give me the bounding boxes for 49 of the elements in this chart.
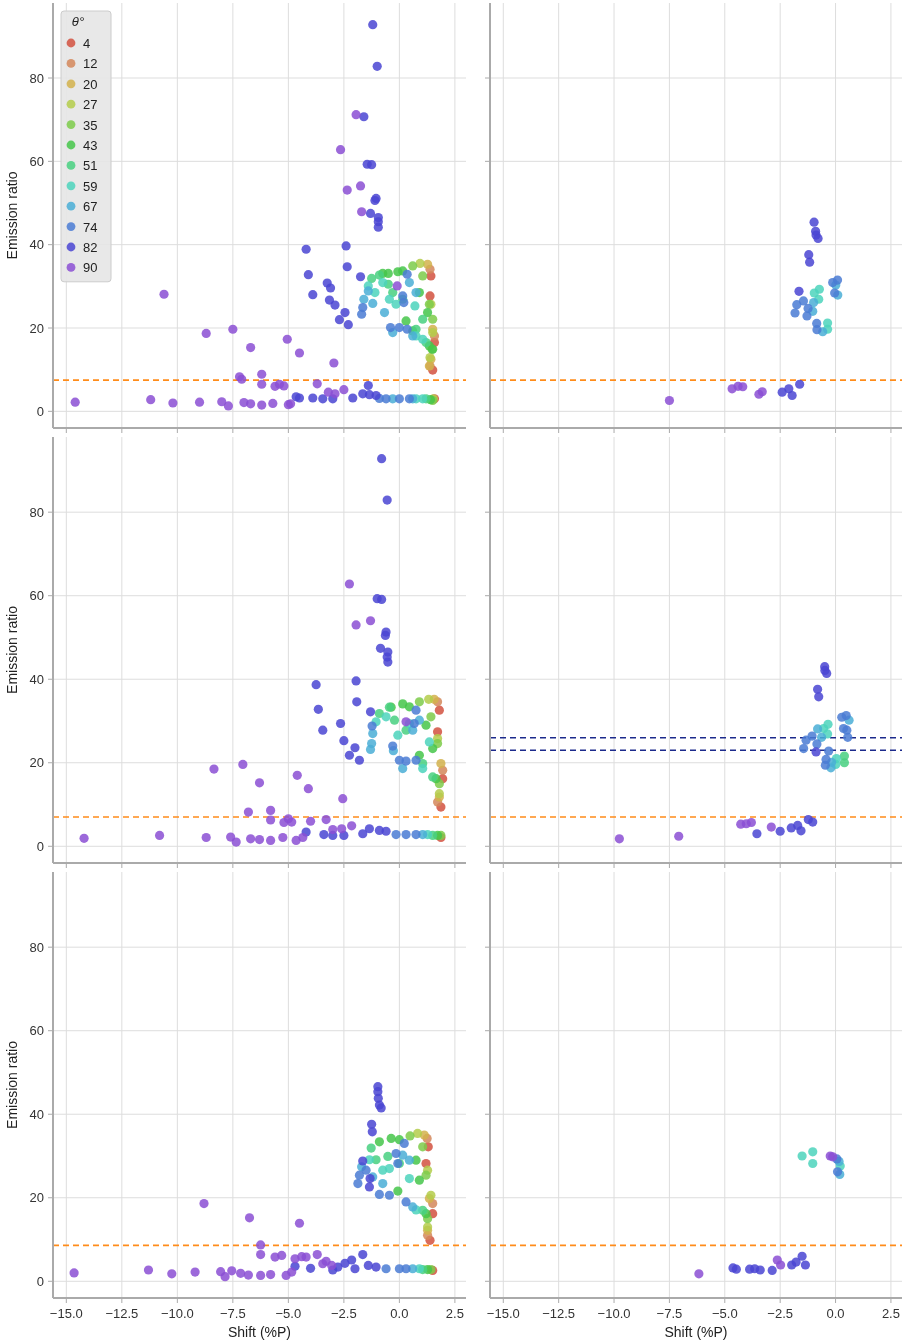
y-tick-label: 0 (36, 1273, 44, 1289)
legend-label: 51 (83, 158, 98, 174)
x-axis-title: Shift (%P) (227, 1324, 292, 1340)
legend-label: 43 (83, 138, 98, 153)
x-tick-label: −7.5 (220, 1306, 246, 1321)
legend-label: 20 (83, 76, 98, 92)
y-tick-label: 20 (29, 755, 44, 771)
y-tick-label: 60 (29, 588, 44, 604)
x-tick-label: 0.0 (390, 1306, 409, 1321)
y-tick-label: 20 (29, 320, 44, 336)
x-tick-label: 2.5 (881, 1306, 900, 1321)
x-tick-label: 2.5 (445, 1306, 464, 1321)
y-tick-label: 40 (29, 671, 44, 687)
x-axis-title: Shift (%P) (664, 1324, 728, 1340)
x-tick-label: −12.5 (105, 1306, 139, 1321)
legend-label: 82 (83, 240, 98, 255)
x-tick-label: 0.0 (826, 1306, 845, 1321)
legend-label: 67 (83, 199, 98, 215)
legend-label: 4 (83, 36, 91, 51)
y-tick-label: 20 (29, 1190, 44, 1206)
x-tick-label: −2.5 (767, 1306, 794, 1321)
x-tick-label: −15.0 (486, 1306, 520, 1321)
x-tick-label: −7.5 (656, 1306, 683, 1321)
y-tick-label: 80 (29, 504, 44, 520)
x-tick-label: −10.0 (160, 1306, 194, 1321)
legend-label: 59 (83, 178, 98, 194)
x-tick-label: −5.0 (275, 1306, 302, 1321)
x-tick-label: −2.5 (331, 1306, 357, 1321)
legend-label: 90 (83, 260, 98, 276)
x-tick-label: −10.0 (597, 1306, 631, 1321)
legend-label: 74 (83, 219, 98, 235)
y-axis-title: Emission ratio (4, 605, 20, 694)
y-tick-label: 0 (36, 838, 44, 854)
legend-title: θ° (71, 14, 85, 29)
x-tick-label: −12.5 (542, 1306, 576, 1321)
y-tick-label: 0 (36, 403, 44, 419)
y-tick-label: 60 (29, 153, 44, 169)
y-axis-title: Emission ratio (4, 171, 20, 260)
legend-label: 12 (83, 56, 98, 72)
y-axis-title: Emission ratio (4, 1040, 20, 1129)
y-tick-label: 60 (29, 1023, 44, 1039)
x-tick-label: −5.0 (711, 1306, 738, 1321)
y-tick-label: 80 (29, 939, 44, 955)
y-tick-label: 80 (29, 70, 44, 86)
legend-label: 27 (83, 97, 98, 113)
legend-label: 35 (83, 117, 98, 133)
x-tick-label: −15.0 (49, 1306, 83, 1321)
y-tick-label: 40 (29, 237, 44, 253)
y-tick-label: 40 (29, 1106, 44, 1122)
